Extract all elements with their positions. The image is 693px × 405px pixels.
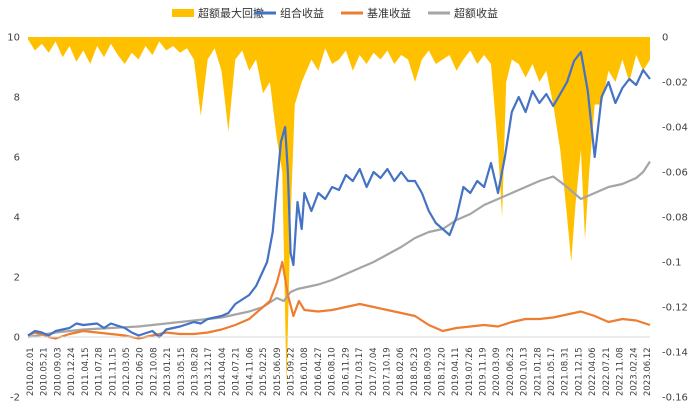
x-tick-label: 2015.02.25 (259, 347, 269, 396)
x-tick-label: 2020.06.23 (506, 347, 516, 396)
x-tick-label: 2018.09.03 (424, 347, 434, 396)
y-right-tick-label: -0.12 (662, 303, 688, 314)
y-right-tick-label: -0.1 (662, 258, 682, 269)
y-left-tick-label: 0 (14, 333, 20, 344)
x-tick-label: 2010.09.03 (53, 347, 63, 396)
x-tick-label: 2014.04.04 (218, 347, 228, 396)
y-left-tick-label: 10 (7, 33, 20, 44)
x-tick-label: 2011.07.28 (95, 347, 105, 396)
x-tick-label: 2011.11.15 (108, 347, 118, 396)
y-axis-right: -0.16 -0.14 -0.12 -0.1 -0.08 -0.06 -0.04 -0.02 0 (662, 33, 688, 404)
x-tick-label: 2018.02.06 (396, 347, 406, 396)
x-tick-label: 2010.02.01 (26, 347, 36, 396)
x-tick-label: 2017.03.17 (355, 347, 365, 396)
y-right-tick-label: -0.04 (662, 123, 688, 134)
drawdown-area (28, 37, 650, 386)
x-tick-label: 2015.06.09 (273, 347, 283, 396)
drawdown-area-layer (28, 37, 650, 386)
y-axis-left: -2 0 2 4 6 8 10 (7, 33, 20, 404)
x-tick-label: 2010.12.24 (67, 347, 77, 396)
legend-label: 基准收益 (367, 6, 411, 20)
x-tick-label: 2022.04.06 (588, 347, 598, 396)
x-tick-label: 2019.04.11 (451, 347, 461, 396)
x-tick-label: 2021.05.17 (547, 347, 557, 396)
y-left-tick-label: 8 (14, 93, 20, 104)
x-tick-label: 2017.07.04 (369, 347, 379, 396)
legend-item: 超额收益 (428, 6, 498, 20)
x-tick-label: 2015.09.22 (287, 347, 297, 396)
line-layer (27, 50, 651, 340)
y-left-tick-label: 2 (14, 273, 20, 284)
y-right-tick-label: -0.02 (662, 78, 688, 89)
x-tick-label: 2021.12.15 (574, 347, 584, 396)
x-tick-label: 2013.12.17 (204, 347, 214, 396)
x-tick-label: 2021.08.31 (561, 347, 571, 396)
legend-label: 超额收益 (454, 6, 498, 20)
legend-swatch (172, 9, 194, 17)
x-tick-label: 2012.03.05 (122, 347, 132, 396)
y-left-tick-label: 4 (14, 213, 20, 224)
portfolio-return-line (27, 50, 651, 339)
x-tick-label: 2020.10.13 (520, 347, 530, 396)
legend: 超额最大回撤 组合收益 基准收益 超额收益 (172, 6, 498, 20)
benchmark-return-line (27, 260, 651, 340)
x-tick-label: 2013.01.21 (163, 347, 173, 396)
x-tick-label: 2019.11.19 (479, 347, 489, 396)
x-tick-label: 2022.07.21 (602, 347, 612, 396)
x-tick-label: 2013.05.15 (177, 347, 187, 396)
x-tick-label: 2018.05.23 (410, 347, 420, 396)
y-right-tick-label: -0.08 (662, 213, 688, 224)
legend-label: 超额最大回撤 (198, 6, 264, 20)
y-left-tick-label: 6 (14, 153, 20, 164)
legend-item: 组合收益 (254, 6, 324, 20)
legend-item: 超额最大回撤 (172, 6, 264, 20)
y-right-tick-label: -0.14 (662, 348, 688, 359)
legend-item: 基准收益 (341, 6, 411, 20)
x-tick-label: 2021.01.28 (533, 347, 543, 396)
x-tick-label: 2022.11.08 (616, 347, 626, 396)
x-tick-label: 2023.02.24 (629, 347, 639, 396)
x-tick-label: 2017.10.19 (383, 347, 393, 396)
x-tick-label: 2011.04.15 (81, 347, 91, 396)
y-right-tick-label: -0.16 (662, 393, 688, 404)
y-left-tick-label: -2 (10, 393, 20, 404)
y-right-tick-label: -0.06 (662, 168, 688, 179)
y-right-tick-label: 0 (662, 33, 668, 44)
x-tick-label: 2016.11.29 (341, 347, 351, 396)
x-tick-label: 2016.01.08 (300, 347, 310, 396)
x-tick-label: 2012.06.20 (136, 347, 146, 396)
x-tick-label: 2010.05.21 (40, 347, 50, 396)
x-tick-label: 2016.04.27 (314, 347, 324, 396)
x-tick-label: 2019.07.26 (465, 347, 475, 396)
x-tick-label: 2023.06.12 (643, 347, 653, 396)
x-tick-label: 2014.07.21 (232, 347, 242, 396)
x-tick-label: 2012.10.08 (149, 347, 159, 396)
x-tick-label: 2013.08.28 (191, 347, 201, 396)
x-tick-label: 2016.08.10 (328, 347, 338, 396)
x-tick-label: 2014.11.06 (245, 347, 255, 396)
x-axis: 2010.02.01 2010.05.21 2010.09.03 2010.12.24… (26, 336, 653, 396)
x-tick-label: 2020.03.09 (492, 347, 502, 396)
legend-label: 组合收益 (280, 6, 324, 20)
x-tick-label: 2018.12.20 (437, 347, 447, 396)
